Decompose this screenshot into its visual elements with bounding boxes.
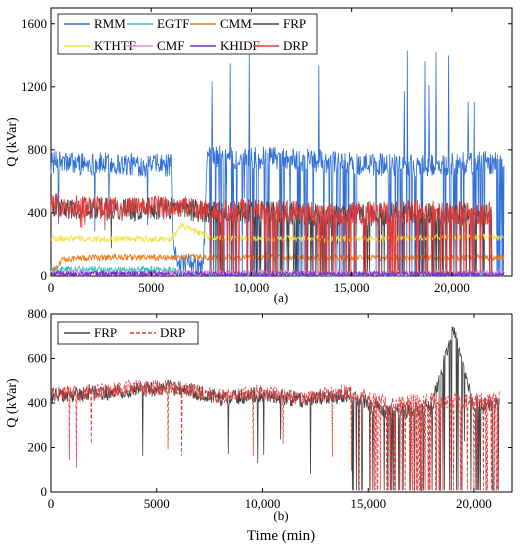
- y-tick-label: 200: [28, 440, 48, 455]
- legend-label-khidf: KHIDF: [220, 38, 260, 53]
- y-tick-label: 400: [28, 395, 48, 410]
- y-tick-label: 600: [28, 351, 48, 366]
- x-tick-label: 20,000: [456, 496, 492, 511]
- series-group-b: [50, 326, 500, 491]
- y-tick-label: 1600: [21, 16, 47, 31]
- panel-b: 0 5000 10,000 15,000 20,000 0 200 400 600 800 Q (…: [5, 306, 513, 544]
- panel-label-b: (b): [273, 508, 288, 523]
- legend-box-a: [57, 13, 318, 55]
- series-line-drp: [50, 192, 492, 274]
- series-line-drp: [50, 379, 500, 491]
- x-tick-label: 10,000: [245, 496, 281, 511]
- series-group-a: [50, 50, 505, 278]
- axes-a: 0 5000 10,000 15,000 20,000 0 400 800 1200 1600: [21, 8, 512, 295]
- plot-frame-a: [50, 7, 513, 277]
- series-line-khidf: [50, 269, 505, 278]
- x-tick-label: 0: [48, 280, 55, 295]
- panel-a: 0 5000 10,000 15,000 20,000 0 400 800 1200 1600 Q…: [5, 7, 513, 305]
- series-line-rmm: [50, 50, 505, 277]
- x-tick-label: 5000: [138, 280, 164, 295]
- y-axis-label-a: Q (kVar): [5, 117, 20, 167]
- panel-label-a: (a): [274, 290, 288, 305]
- x-tick-label: 15,000: [350, 496, 386, 511]
- axes-b: 0 5000 10,000 15,000 20,000 0 200 400 600 800: [28, 306, 512, 511]
- legend-label-cmm: CMM: [220, 16, 252, 31]
- x-axis-label-b: Time (min): [247, 528, 315, 544]
- legend-label-drp: DRP: [160, 325, 185, 340]
- legend-label-kthtf: KTHTF: [94, 38, 136, 53]
- y-tick-label: 800: [28, 306, 48, 321]
- legend-box-b: [57, 321, 199, 345]
- legend-label-rmm: RMM: [94, 16, 126, 31]
- legend-label-frp: FRP: [283, 16, 306, 31]
- y-tick-label: 800: [28, 142, 48, 157]
- x-tick-label: 0: [48, 496, 55, 511]
- y-tick-label: 0: [41, 484, 48, 499]
- x-tick-label: 5000: [144, 496, 170, 511]
- x-tick-label: 15,000: [334, 280, 370, 295]
- legend-label-egtf: EGTF: [157, 16, 190, 31]
- legend-a: RMM EGTF CMM FRP KTHTF CMF KHIDF DRP: [57, 13, 318, 55]
- legend-label-drp: DRP: [283, 38, 308, 53]
- y-axis-label-b: Q (kVar): [5, 378, 20, 428]
- y-tick-label: 400: [28, 205, 48, 220]
- legend-b: FRP DRP: [57, 321, 199, 345]
- legend-label-frp: FRP: [94, 325, 117, 340]
- series-line-frp: [50, 326, 500, 491]
- y-tick-label: 1200: [21, 79, 47, 94]
- y-tick-label: 0: [41, 268, 48, 283]
- legend-label-cmf: CMF: [157, 38, 184, 53]
- x-tick-label: 10,000: [234, 280, 270, 295]
- x-tick-label: 20,000: [434, 280, 470, 295]
